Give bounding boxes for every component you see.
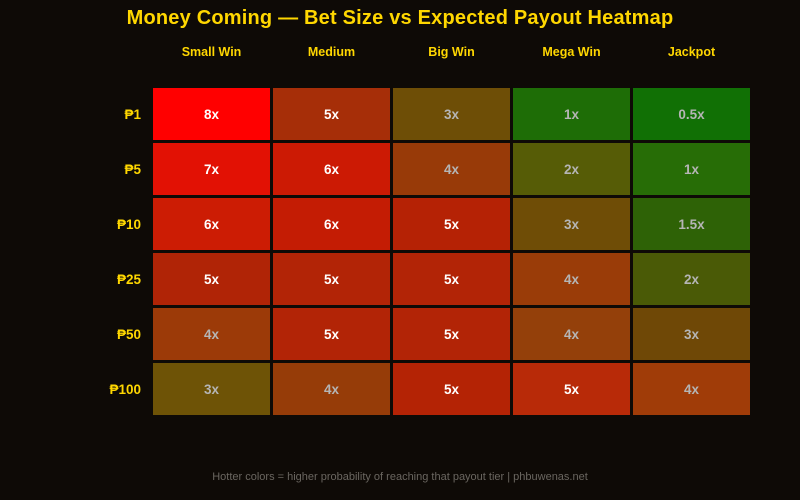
column-header: Jackpot [667,45,716,59]
heatmap-cell: 3x [633,308,750,360]
heatmap-cell: 1x [513,88,630,140]
row-label: ₱10 [116,216,141,232]
footer-note: Hotter colors = higher probability of re… [212,471,588,483]
heatmap-cell: 4x [153,308,270,360]
column-header: Small Win [181,45,242,59]
heatmap-cell: 0.5x [633,88,750,140]
heatmap-cell: 4x [513,308,630,360]
heatmap: Small Win Medium Big Win Mega Win Jackpot ₱1 8… [0,33,750,415]
heatmap-cell: 4x [273,363,390,415]
column-header: Mega Win [542,45,601,59]
heatmap-cell: 5x [273,88,390,140]
row-label: ₱1 [124,106,141,122]
row-label: ₱5 [124,161,141,177]
heatmap-cell: 2x [633,253,750,305]
page-title: Money Coming — Bet Size vs Expected Payo… [126,7,674,29]
heatmap-cell: 5x [393,308,510,360]
heatmap-cell: 1.5x [633,198,750,250]
heatmap-cell: 5x [273,308,390,360]
row-label: ₱100 [109,381,141,397]
row-label: ₱25 [116,271,141,287]
heatmap-grid: Small Win Medium Big Win Mega Win Jackpot ₱1 8… [0,33,750,415]
heatmap-cell: 8x [153,88,270,140]
column-header: Big Win [428,45,475,59]
column-header: Medium [307,45,356,59]
heatmap-cell: 5x [153,253,270,305]
heatmap-cell: 4x [633,363,750,415]
heatmap-cell: 3x [153,363,270,415]
heatmap-cell: 6x [273,143,390,195]
heatmap-cell: 3x [513,198,630,250]
heatmap-cell: 5x [273,253,390,305]
row-label: ₱50 [116,326,141,342]
heatmap-cell: 5x [393,198,510,250]
heatmap-cell: 5x [393,363,510,415]
heatmap-cell: 5x [393,253,510,305]
heatmap-cell: 5x [513,363,630,415]
heatmap-cell: 6x [153,198,270,250]
heatmap-cell: 7x [153,143,270,195]
heatmap-corner [0,33,150,59]
heatmap-cell: 3x [393,88,510,140]
heatmap-cell: 1x [633,143,750,195]
heatmap-cell: 6x [273,198,390,250]
heatmap-cell: 2x [513,143,630,195]
heatmap-cell: 4x [393,143,510,195]
heatmap-cell: 4x [513,253,630,305]
